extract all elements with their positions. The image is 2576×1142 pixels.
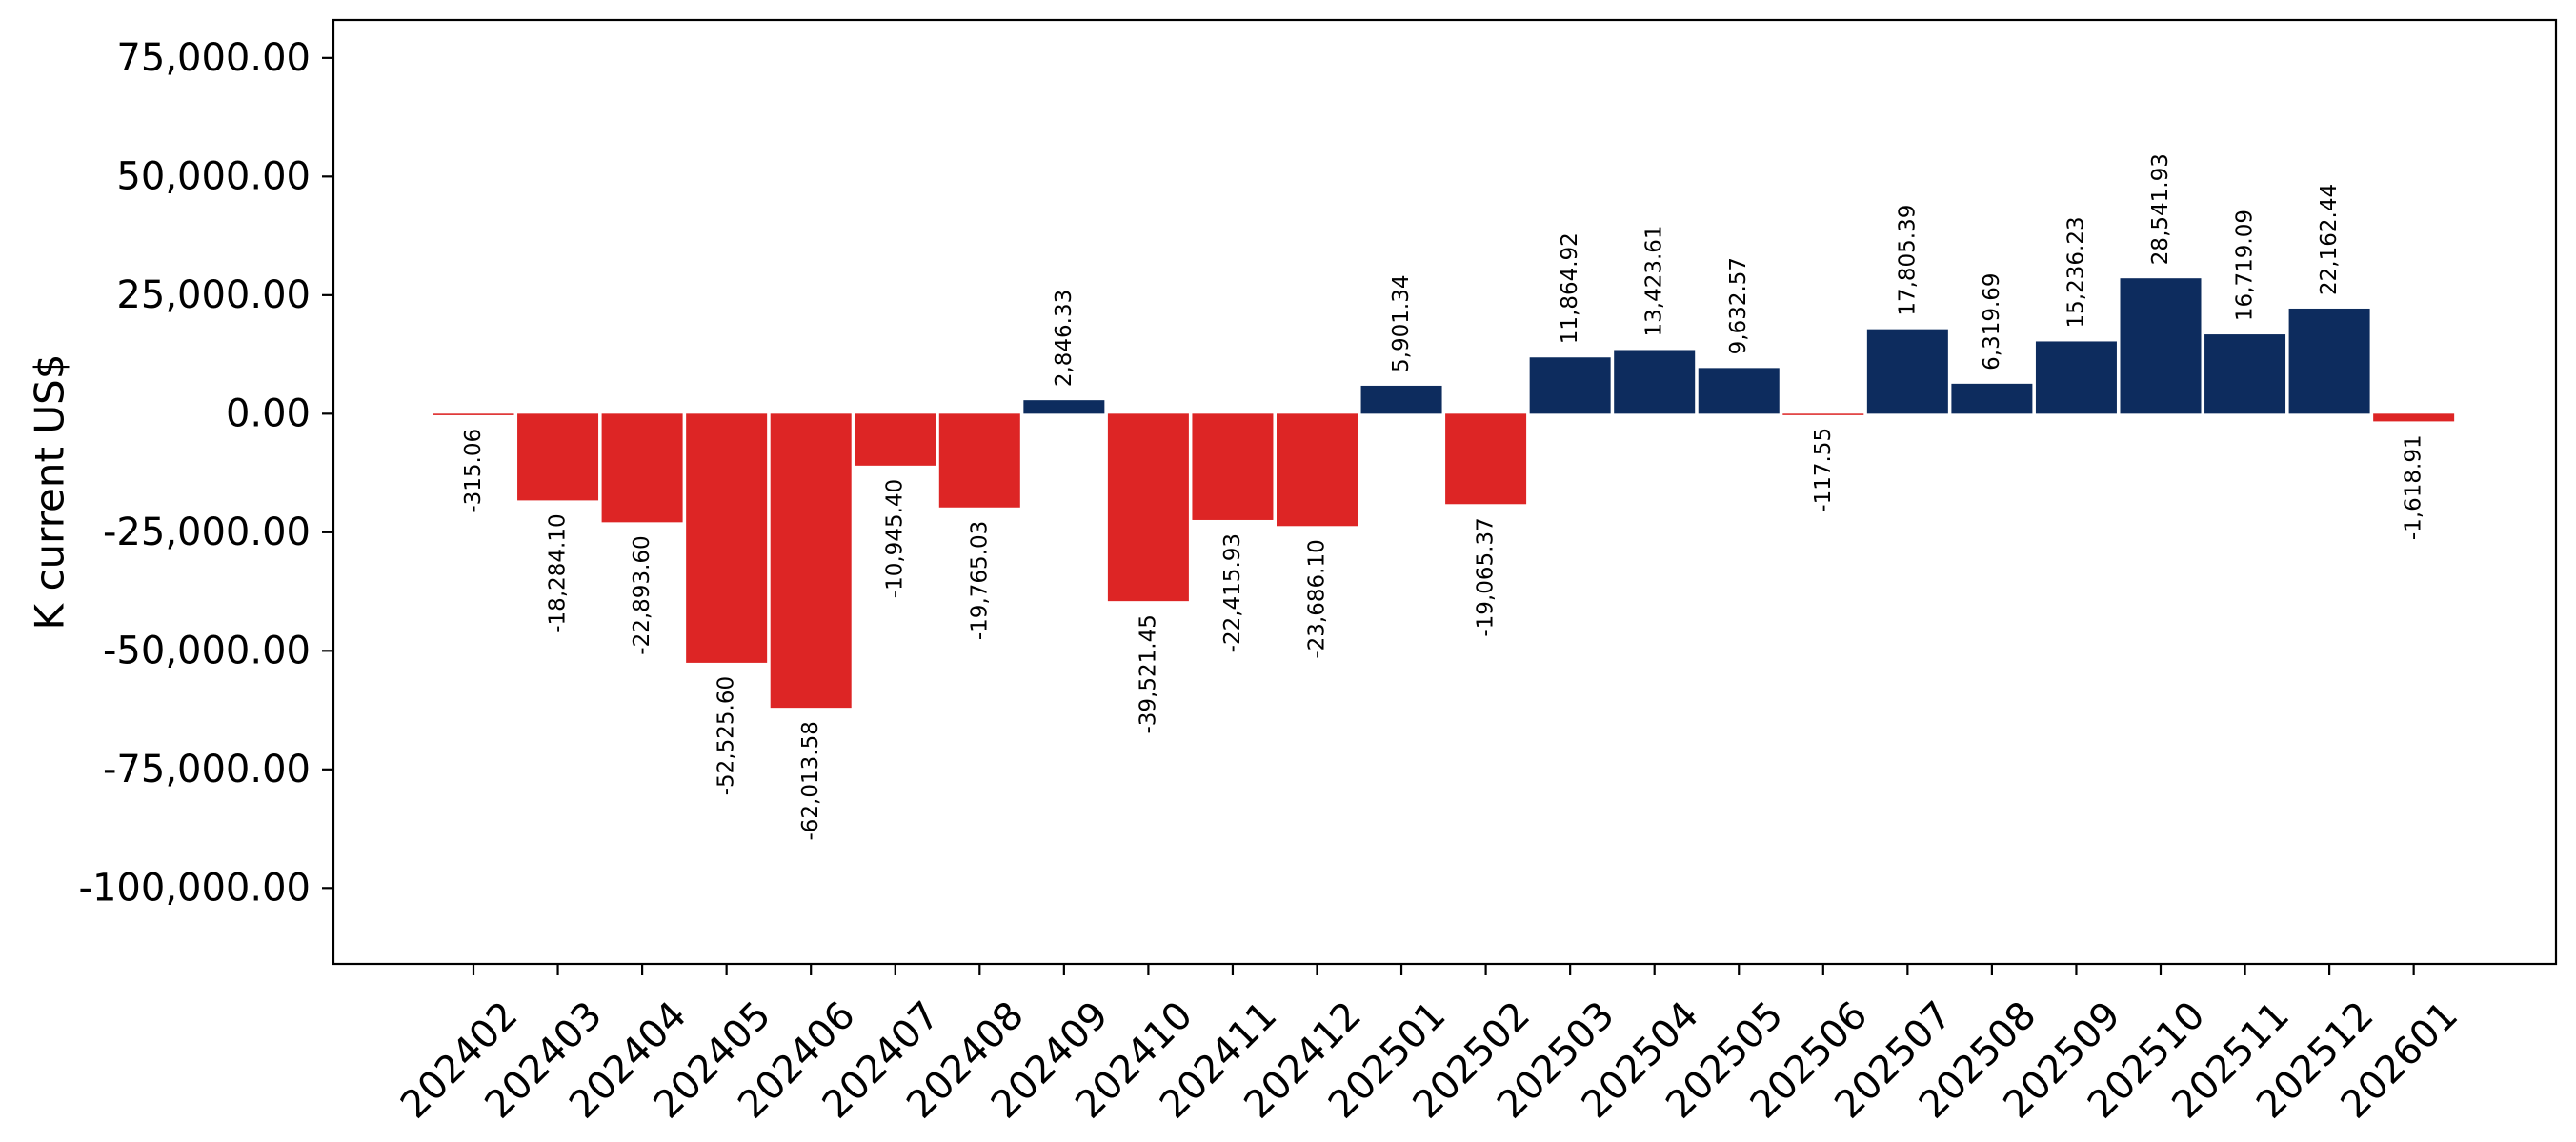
- y-tick-label: 0.00: [226, 391, 311, 435]
- data-label: -117.55: [1811, 428, 1836, 512]
- bar-202405: [686, 413, 768, 663]
- data-label: 6,319.69: [1980, 272, 2004, 370]
- bar-202601: [2373, 413, 2455, 422]
- data-label: 9,632.57: [1726, 257, 1751, 354]
- bar-202403: [517, 413, 599, 501]
- bar-202410: [1107, 413, 1189, 602]
- data-label: -23,686.10: [1305, 539, 1330, 658]
- bar-202505: [1698, 368, 1780, 414]
- y-tick-label: -50,000.00: [103, 629, 311, 672]
- bars: [433, 278, 2455, 709]
- data-label: -1,618.91: [2402, 434, 2426, 540]
- data-label: 22,162.44: [2317, 184, 2342, 295]
- data-label: -22,893.60: [630, 535, 654, 654]
- bar-202409: [1023, 400, 1105, 414]
- y-tick-label: -75,000.00: [103, 748, 311, 791]
- bar-202506: [1782, 413, 1864, 415]
- data-label: -10,945.40: [883, 479, 908, 598]
- data-label: -18,284.10: [546, 513, 571, 632]
- data-label: 11,864.92: [1558, 232, 1582, 344]
- data-label: -19,065.37: [1474, 517, 1499, 636]
- bar-202504: [1614, 350, 1696, 414]
- data-label: -62,013.58: [798, 721, 823, 840]
- data-label: -52,525.60: [714, 676, 739, 795]
- bar-202508: [1951, 383, 2033, 414]
- y-tick-label: -100,000.00: [79, 866, 311, 910]
- data-label: 15,236.23: [2063, 216, 2088, 328]
- data-label: -39,521.45: [1136, 614, 1160, 733]
- y-axis: 75,000.00 50,000.00 25,000.00 0.00 -25,000.0…: [79, 36, 333, 910]
- data-label: 28,541.93: [2148, 153, 2173, 265]
- bar-202509: [2035, 341, 2117, 414]
- data-labels: -315.06 -18,284.10 -22,893.60 -52,525.60 -62…: [461, 153, 2426, 840]
- bar-202408: [938, 413, 1020, 508]
- bar-202411: [1192, 413, 1274, 520]
- x-axis: 2024022024032024042024052024062024072024…: [392, 964, 2466, 1127]
- bar-202404: [601, 413, 683, 523]
- data-label: 5,901.34: [1389, 275, 1414, 372]
- bar-202507: [1866, 329, 1948, 414]
- data-label: 16,719.09: [2233, 210, 2258, 321]
- bar-202512: [2288, 308, 2370, 414]
- plot-frame: [332, 18, 2558, 966]
- y-tick-label: 25,000.00: [116, 273, 311, 317]
- bar-202503: [1529, 357, 1611, 414]
- bar-202501: [1360, 385, 1442, 414]
- y-tick-label: 75,000.00: [116, 36, 311, 80]
- data-label: 13,423.61: [1642, 225, 1667, 336]
- data-label: 2,846.33: [1052, 290, 1077, 387]
- bar-202510: [2120, 278, 2202, 414]
- bar-202406: [770, 413, 852, 709]
- data-label: -22,415.93: [1220, 533, 1245, 652]
- bar-202511: [2204, 334, 2286, 414]
- y-tick-label: 50,000.00: [116, 154, 311, 198]
- data-label: -315.06: [461, 429, 486, 513]
- bar-202402: [433, 413, 514, 415]
- bar-202412: [1277, 413, 1358, 527]
- bar-202502: [1445, 413, 1527, 505]
- data-label: 17,805.39: [1895, 205, 1920, 316]
- bar-202407: [855, 413, 936, 466]
- data-label: -19,765.03: [967, 521, 992, 640]
- y-tick-label: -25,000.00: [103, 511, 311, 554]
- y-axis-title: K current US$: [27, 354, 73, 631]
